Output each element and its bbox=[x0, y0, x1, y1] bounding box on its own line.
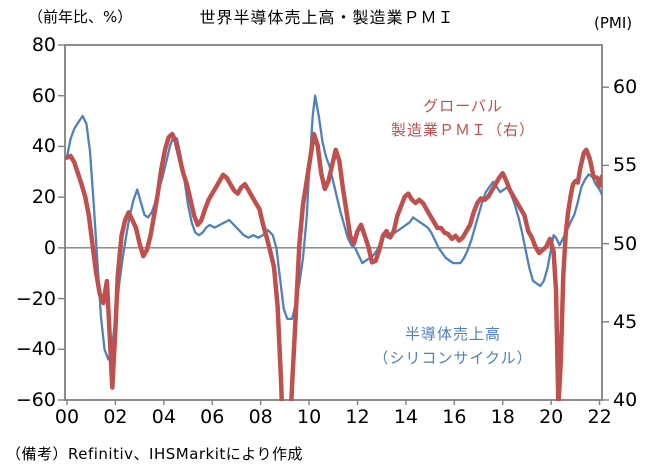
right-axis-tick-label: 50 bbox=[613, 232, 638, 255]
semi-legend: 半導体売上高 （シリコンサイクル） bbox=[341, 322, 565, 370]
x-axis-tick-label: 14 bbox=[393, 406, 418, 428]
x-axis-tick-label: 18 bbox=[490, 406, 515, 428]
x-axis-tick-label: 20 bbox=[539, 406, 564, 428]
x-axis-tick-label: 00 bbox=[54, 406, 80, 428]
plot-border bbox=[64, 44, 603, 401]
left-axis-tick-label: 40 bbox=[31, 135, 56, 158]
pmi-legend-line1: グローバル bbox=[423, 97, 503, 115]
right-axis-unit-label: (PMI) bbox=[594, 14, 633, 32]
x-axis-tick-label: 22 bbox=[587, 406, 612, 428]
pmi-line bbox=[65, 131, 602, 401]
pmi-legend-line2: 製造業ＰＭＩ（右） bbox=[390, 121, 535, 139]
left-axis-tick-label: −60 bbox=[15, 389, 56, 411]
x-axis-tick-label: 02 bbox=[103, 406, 128, 428]
x-axis-tick-label: 04 bbox=[151, 406, 176, 428]
left-axis-tick-label: −20 bbox=[15, 287, 56, 310]
x-axis-tick-label: 16 bbox=[442, 406, 467, 428]
pmi-legend: グローバル 製造業ＰＭＩ（右） bbox=[353, 94, 573, 142]
x-axis-tick-label: 12 bbox=[345, 406, 370, 428]
x-axis-tick-label: 08 bbox=[248, 406, 273, 428]
left-axis-tick-label: 80 bbox=[31, 34, 56, 56]
right-axis-tick-label: 45 bbox=[613, 310, 638, 333]
left-axis-tick-label: 60 bbox=[31, 84, 56, 107]
source-note: （備考）Refinitiv、IHSMarkitにより作成 bbox=[6, 445, 303, 463]
right-axis-tick-label: 40 bbox=[613, 389, 638, 411]
left-axis-tick-label: −40 bbox=[15, 338, 56, 361]
left-axis-tick-label: 20 bbox=[31, 186, 56, 209]
right-axis-tick-label: 55 bbox=[613, 154, 638, 177]
left-axis-unit-label: （前年比、%） bbox=[28, 8, 133, 26]
right-axis-tick-label: 60 bbox=[613, 76, 638, 99]
semi-legend-line1: 半導体売上高 bbox=[404, 325, 501, 343]
x-axis-tick-label: 10 bbox=[296, 406, 322, 428]
x-axis-tick-label: 06 bbox=[200, 406, 225, 428]
semi-legend-line2: （シリコンサイクル） bbox=[373, 349, 533, 367]
chart-title: 世界半導体売上高・製造業ＰＭＩ bbox=[199, 8, 455, 27]
left-axis-tick-label: 0 bbox=[43, 236, 56, 259]
